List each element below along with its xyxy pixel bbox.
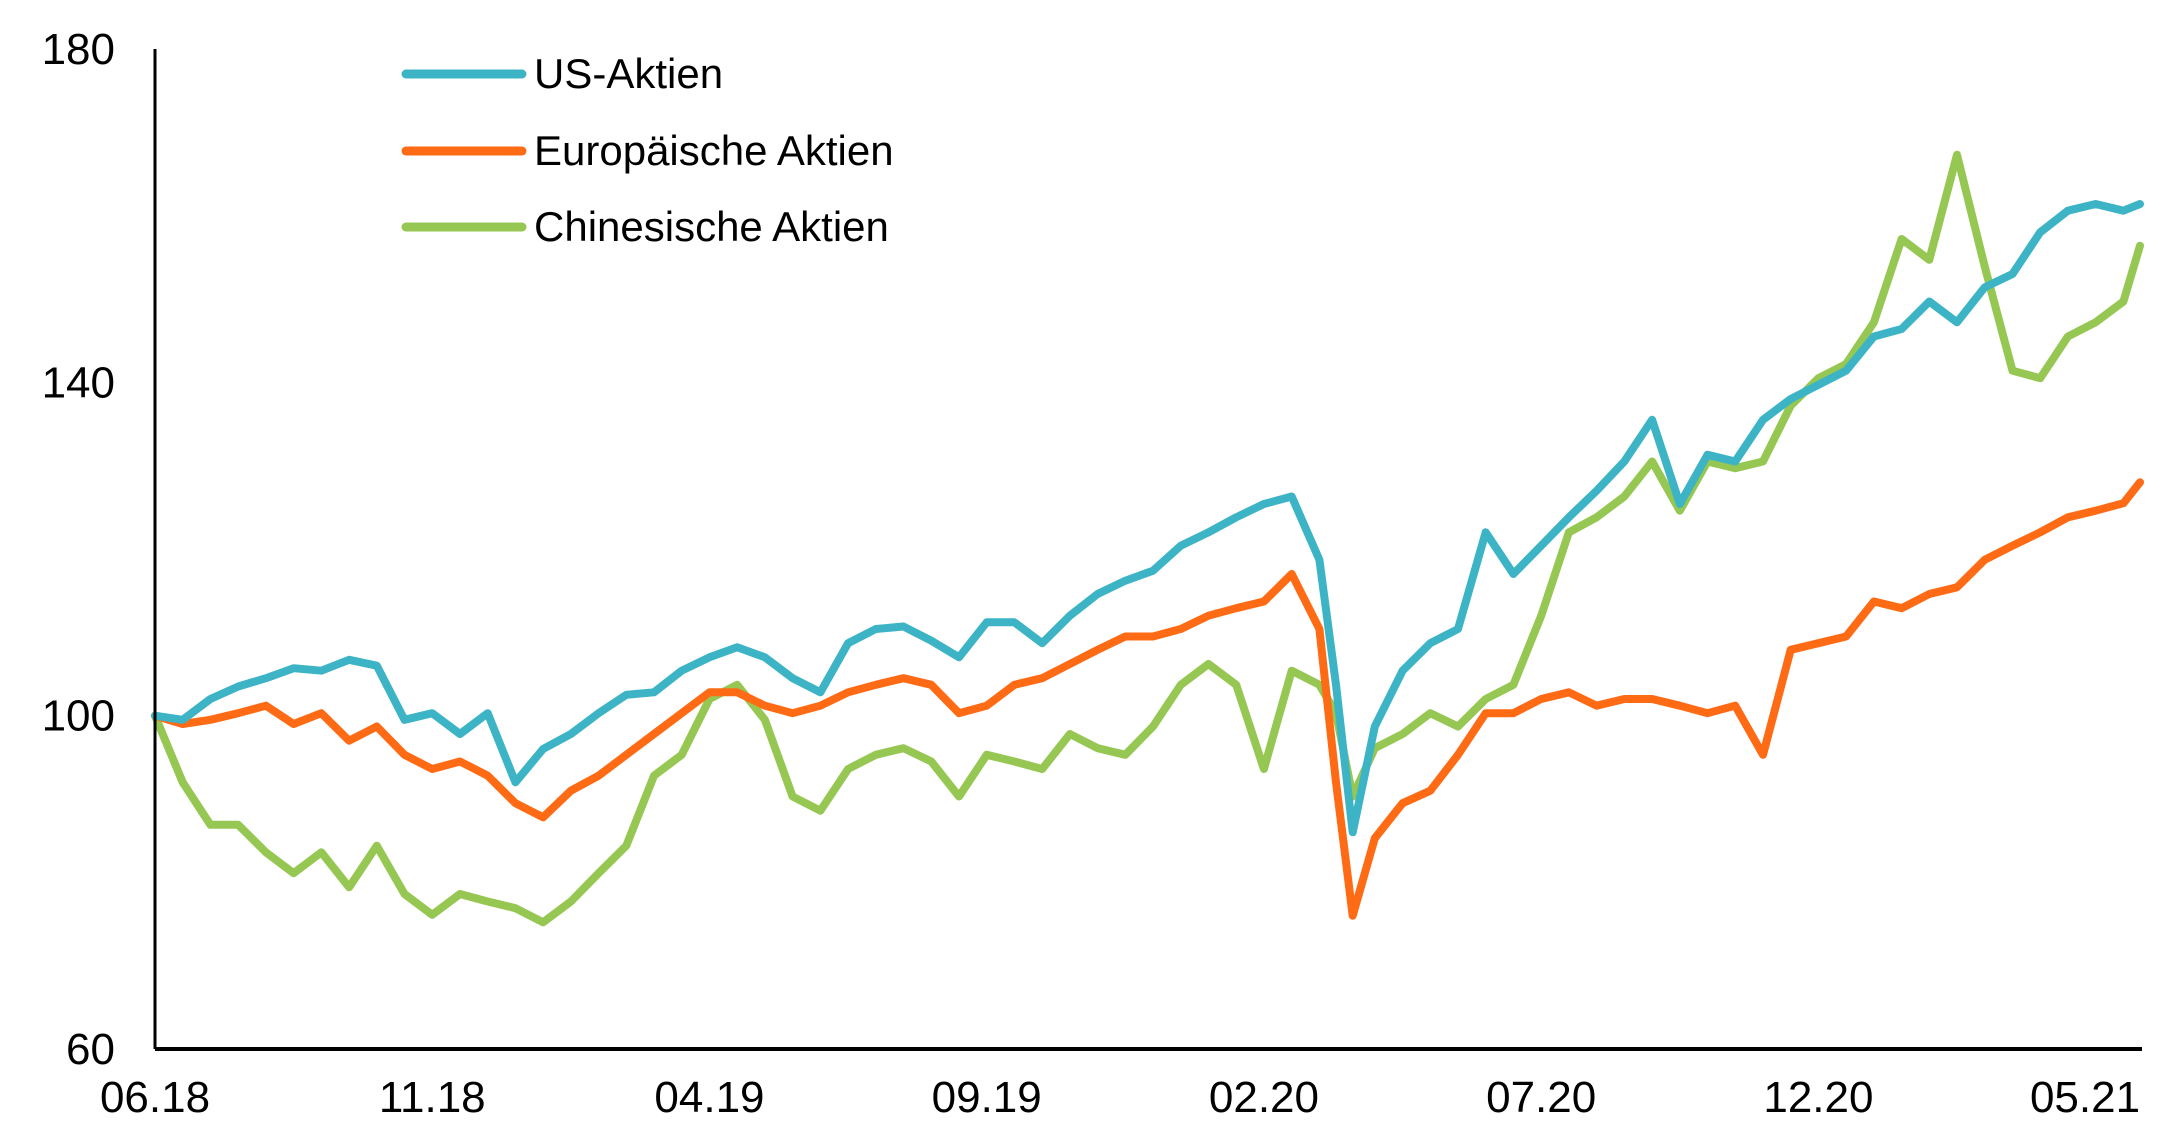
y-tick-label: 100: [42, 692, 115, 741]
series-line-us: [151, 200, 2144, 837]
x-tick-label: 07.20: [1486, 1073, 1596, 1122]
y-tick-label: 60: [66, 1025, 115, 1074]
x-tick-labels: 06.18 11.18 04.19 09.19 02.20 07.20 12.2…: [100, 1073, 2140, 1122]
legend-label-us: US-Aktien: [534, 50, 723, 97]
x-tick-label: 11.18: [379, 1073, 486, 1122]
x-tick-label: 12.20: [1763, 1073, 1873, 1122]
x-tick-label: 02.20: [1209, 1073, 1319, 1122]
legend-item-us: US-Aktien: [401, 50, 723, 97]
x-tick-label: 05.21: [2030, 1073, 2140, 1122]
legend: US-Aktien Europäische Aktien Chinesische…: [401, 50, 894, 250]
legend-label-china: Chinesische Aktien: [534, 203, 889, 250]
legend-item-europe: Europäische Aktien: [401, 127, 894, 174]
y-tick-label: 180: [42, 25, 115, 74]
legend-label-europe: Europäische Aktien: [534, 127, 894, 174]
legend-item-china: Chinesische Aktien: [401, 203, 889, 250]
x-tick-label: 06.18: [100, 1073, 210, 1122]
x-tick-label: 09.19: [932, 1073, 1042, 1122]
series-line-china: [151, 150, 2144, 927]
y-tick-labels: 60 100 140 180: [42, 25, 115, 1074]
y-tick-label: 140: [42, 358, 115, 407]
series-layer: [151, 150, 2144, 927]
x-tick-label: 04.19: [654, 1073, 764, 1122]
series-line-europe: [151, 478, 2144, 920]
